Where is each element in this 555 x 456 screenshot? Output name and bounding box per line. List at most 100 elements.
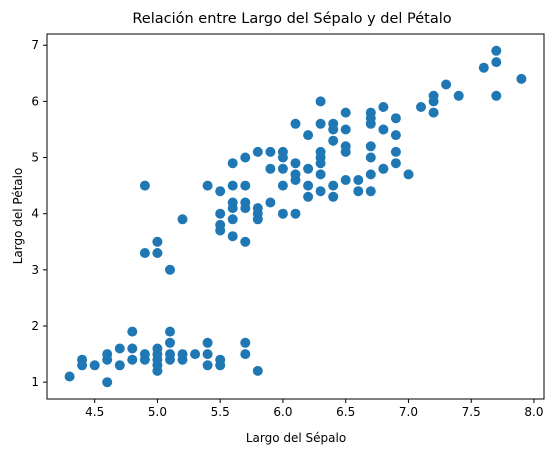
x-tick-label: 7.0: [399, 405, 418, 419]
data-point: [127, 343, 138, 354]
data-point: [190, 349, 201, 360]
data-point: [315, 118, 326, 129]
data-point: [340, 107, 351, 118]
data-point: [114, 343, 125, 354]
data-point: [240, 180, 251, 191]
data-point: [202, 337, 213, 348]
x-tick-label: 8.0: [524, 405, 543, 419]
data-point: [202, 360, 213, 371]
data-point: [252, 365, 263, 376]
data-point: [215, 208, 226, 219]
data-point: [139, 180, 150, 191]
data-point: [315, 146, 326, 157]
y-tick-label: 7: [31, 38, 39, 52]
data-point: [252, 146, 263, 157]
data-point: [390, 113, 401, 124]
data-point: [340, 175, 351, 185]
y-tick-label: 1: [31, 375, 39, 389]
data-point: [127, 326, 138, 337]
data-point: [378, 102, 389, 112]
data-point: [315, 169, 326, 180]
data-point: [428, 107, 439, 118]
data-point: [303, 163, 314, 174]
data-point: [202, 349, 213, 360]
data-point: [265, 146, 276, 157]
data-point: [139, 248, 150, 258]
data-point: [277, 208, 288, 219]
data-point: [428, 90, 439, 101]
data-point: [177, 349, 188, 360]
data-point: [340, 141, 351, 152]
data-point: [328, 135, 339, 146]
data-point: [102, 377, 113, 388]
data-point: [416, 102, 426, 112]
data-point: [202, 180, 213, 191]
y-tick-label: 6: [31, 94, 39, 108]
y-tick-label: 5: [31, 151, 39, 165]
data-point: [240, 349, 251, 360]
data-point: [390, 146, 401, 157]
data-point: [177, 214, 188, 225]
data-point: [240, 152, 251, 163]
data-point: [378, 124, 389, 135]
data-point: [303, 191, 314, 202]
data-point: [328, 180, 339, 191]
data-point: [240, 337, 251, 348]
data-point: [315, 186, 326, 197]
y-tick-label: 3: [31, 263, 39, 277]
data-point: [227, 231, 238, 242]
data-point: [152, 343, 163, 354]
data-point: [227, 158, 238, 169]
data-point: [353, 175, 364, 185]
data-point: [491, 57, 502, 68]
data-point: [328, 191, 339, 202]
y-tick-label: 2: [31, 319, 39, 333]
data-point: [365, 169, 376, 180]
data-point: [353, 186, 364, 197]
y-tick-label: 4: [31, 207, 39, 221]
data-point: [491, 45, 502, 56]
y-axis-label: Largo del Pétalo: [11, 168, 25, 265]
x-tick-label: 6.0: [273, 405, 292, 419]
data-point: [265, 197, 276, 208]
x-tick-label: 4.5: [85, 405, 104, 419]
data-point: [89, 360, 100, 371]
x-axis-label: Largo del Sépalo: [246, 431, 346, 445]
data-point: [441, 79, 452, 90]
data-point: [290, 158, 301, 169]
data-point: [215, 219, 226, 230]
data-point: [139, 349, 150, 360]
data-point: [165, 326, 175, 337]
data-point: [252, 203, 263, 214]
data-point: [165, 337, 175, 348]
data-point: [102, 349, 113, 360]
data-point: [227, 180, 238, 191]
data-point: [378, 163, 389, 174]
data-point: [77, 354, 88, 365]
data-point: [240, 197, 251, 208]
data-point: [227, 214, 238, 225]
data-point: [277, 163, 288, 174]
data-point: [114, 360, 125, 371]
data-point: [215, 186, 226, 197]
data-point: [328, 118, 339, 129]
data-point: [516, 73, 527, 84]
data-point: [303, 130, 314, 141]
data-point: [127, 354, 138, 365]
chart-title: Relación entre Largo del Sépalo y del Pé…: [132, 11, 451, 27]
data-point: [277, 180, 288, 191]
x-axis-ticks: 4.5 5.0 5.5 6.0 6.5 7.0 7.5 8.0: [85, 399, 544, 419]
data-point: [165, 264, 175, 275]
data-point: [365, 186, 376, 197]
x-tick-label: 6.5: [336, 405, 355, 419]
data-point: [240, 236, 251, 247]
data-point: [215, 354, 226, 365]
data-point: [478, 62, 489, 73]
data-point: [390, 130, 401, 141]
data-point: [491, 90, 502, 101]
data-point: [365, 152, 376, 163]
data-point: [152, 236, 163, 247]
data-point: [290, 118, 301, 129]
data-point: [390, 158, 401, 169]
